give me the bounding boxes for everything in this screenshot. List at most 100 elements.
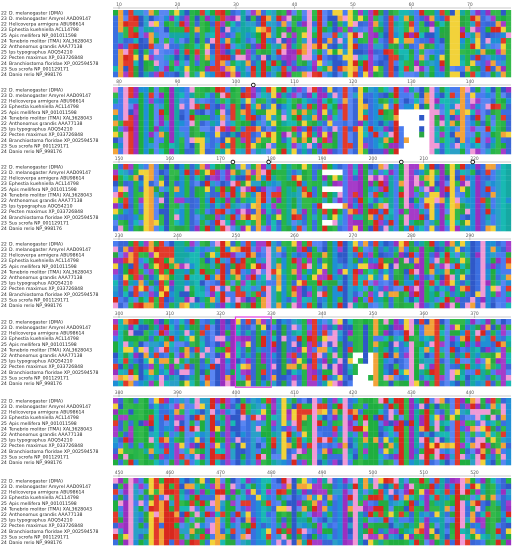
residue-cell (470, 43, 476, 50)
residue-cell (301, 109, 308, 116)
residue-cell (260, 92, 267, 99)
residue-cell (230, 32, 236, 39)
residue-cell (470, 246, 476, 253)
residue-cell (480, 263, 486, 270)
residue-cell (449, 208, 456, 215)
residue-cell (495, 358, 501, 364)
residue-cell (337, 137, 343, 144)
residue-cell (347, 49, 353, 55)
residue-cell (301, 252, 308, 258)
sequence-name: Branchiostoma floridae XP_002594578 (9, 292, 99, 298)
residue-cell (158, 297, 165, 303)
residue-cell (403, 143, 410, 149)
residue-cell (368, 225, 374, 232)
residue-cell (123, 164, 129, 170)
residue-cell (342, 324, 348, 331)
residue-cell (184, 137, 190, 144)
residue-cell (347, 131, 353, 138)
residue-cell (209, 120, 216, 127)
residue-cell (337, 92, 343, 99)
residue-cell (373, 324, 379, 331)
residue-cell (495, 297, 501, 303)
residue-cell (373, 109, 379, 116)
residue-cell (260, 131, 267, 138)
residue-cell (322, 32, 328, 39)
residue-cell (480, 120, 486, 127)
residue-cell (260, 280, 267, 286)
residue-cell (128, 192, 134, 198)
residue-cell (245, 324, 251, 331)
residue-cell (143, 92, 149, 99)
residue-cell (317, 137, 323, 144)
residue-cell (363, 208, 369, 215)
residue-cell (378, 220, 384, 226)
residue-cell (301, 324, 308, 331)
residue-cell (113, 10, 119, 16)
residue-cell (449, 43, 456, 50)
residue-cell (123, 180, 129, 187)
residue-cell (444, 214, 450, 221)
residue-cell (215, 220, 221, 226)
sequence-number: 25 (1, 50, 7, 56)
residue-cell (414, 358, 420, 364)
residue-cell (414, 252, 420, 258)
residue-cell (215, 363, 221, 370)
residue-cell (235, 131, 241, 138)
residue-cell (342, 197, 348, 204)
residue-cell (245, 358, 251, 364)
residue-cell (138, 398, 144, 404)
residue-cell (250, 143, 257, 149)
residue-cell (337, 103, 343, 110)
sequence-name: D. melanogaster Amyrel AAD09147 (9, 93, 91, 99)
sequence-name: Apis mellifera NP_001011598 (9, 110, 77, 116)
residue-cell (164, 330, 170, 336)
residue-cell (352, 43, 359, 50)
residue-cell (240, 148, 246, 155)
residue-cell (444, 175, 450, 181)
residue-cell (373, 341, 379, 348)
residue-cell (301, 208, 308, 215)
residue-cell (465, 369, 471, 376)
residue-cell (240, 66, 246, 72)
residue-cell (286, 21, 292, 27)
residue-cell (454, 54, 461, 61)
residue-cell (276, 186, 282, 193)
residue-cell (296, 369, 302, 376)
residue-cell (368, 369, 374, 376)
residue-cell (220, 297, 226, 303)
residue-cell (378, 369, 384, 376)
residue-cell (408, 98, 415, 104)
residue-cell (373, 21, 379, 27)
residue-cell (113, 341, 119, 348)
residue-cell (215, 297, 221, 303)
residue-cell (189, 241, 195, 247)
residue-cell (220, 252, 226, 258)
residue-cell (475, 246, 481, 253)
residue-cell (184, 164, 190, 170)
residue-cell (480, 335, 486, 342)
residue-cell (414, 54, 420, 61)
residue-cell (337, 143, 343, 149)
residue-cell (454, 175, 461, 181)
residue-cell (434, 257, 440, 264)
residue-cell (169, 403, 175, 410)
sequence-number: 22 (1, 99, 7, 105)
residue-cell (429, 274, 435, 281)
residue-cell (169, 143, 175, 149)
residue-cell (434, 375, 440, 381)
residue-cell (342, 126, 348, 132)
residue-cell (276, 98, 282, 104)
residue-cell (179, 169, 185, 176)
residue-cell (153, 214, 160, 221)
residue-cell (363, 180, 369, 187)
residue-cell (485, 60, 491, 67)
residue-cell (179, 26, 185, 33)
residue-cell (414, 60, 420, 67)
residue-cell (194, 324, 200, 331)
residue-cell (148, 269, 154, 275)
residue-cell (291, 15, 297, 22)
residue-cell (215, 197, 221, 204)
residue-cell (204, 324, 211, 331)
residue-cell (276, 324, 282, 331)
residue-cell (209, 335, 216, 342)
